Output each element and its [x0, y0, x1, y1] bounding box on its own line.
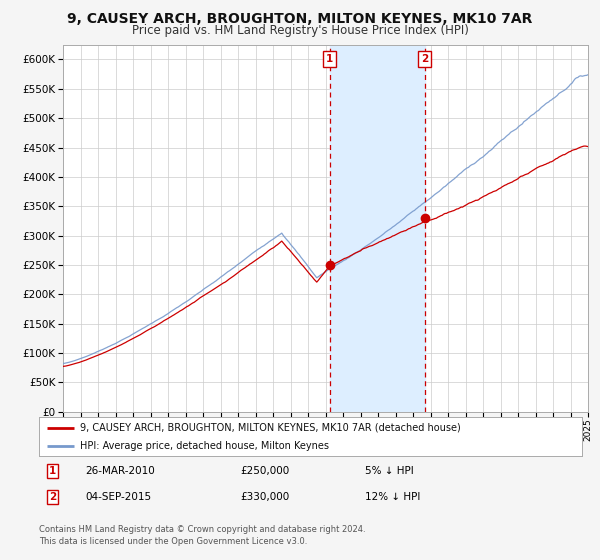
- Text: £250,000: £250,000: [240, 466, 289, 476]
- Text: 1: 1: [326, 54, 333, 64]
- Text: 04-SEP-2015: 04-SEP-2015: [85, 492, 151, 502]
- Text: Contains HM Land Registry data © Crown copyright and database right 2024.
This d: Contains HM Land Registry data © Crown c…: [39, 525, 365, 546]
- Text: 26-MAR-2010: 26-MAR-2010: [85, 466, 155, 476]
- Text: HPI: Average price, detached house, Milton Keynes: HPI: Average price, detached house, Milt…: [80, 441, 329, 451]
- Text: £330,000: £330,000: [240, 492, 289, 502]
- Bar: [329, 45, 425, 412]
- Text: Price paid vs. HM Land Registry's House Price Index (HPI): Price paid vs. HM Land Registry's House …: [131, 24, 469, 37]
- Text: 12% ↓ HPI: 12% ↓ HPI: [365, 492, 420, 502]
- Text: 9, CAUSEY ARCH, BROUGHTON, MILTON KEYNES, MK10 7AR: 9, CAUSEY ARCH, BROUGHTON, MILTON KEYNES…: [67, 12, 533, 26]
- Text: 1: 1: [49, 466, 56, 476]
- Text: 5% ↓ HPI: 5% ↓ HPI: [365, 466, 413, 476]
- Text: 2: 2: [49, 492, 56, 502]
- Text: 9, CAUSEY ARCH, BROUGHTON, MILTON KEYNES, MK10 7AR (detached house): 9, CAUSEY ARCH, BROUGHTON, MILTON KEYNES…: [80, 423, 460, 433]
- Text: 2: 2: [421, 54, 428, 64]
